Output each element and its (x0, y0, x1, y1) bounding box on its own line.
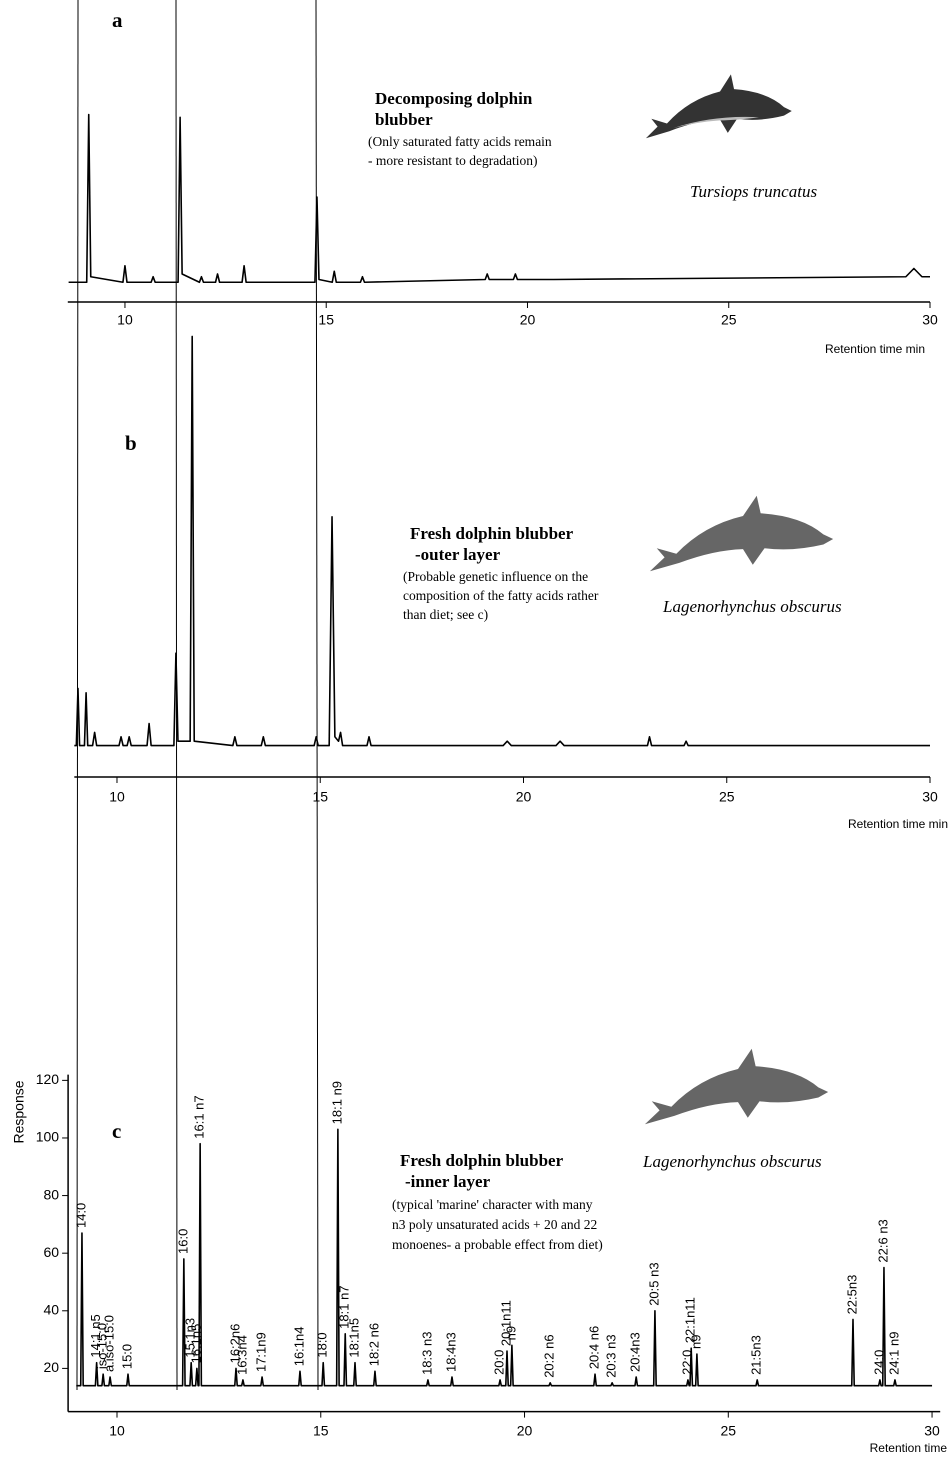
y-tick-label: 120 (36, 1071, 60, 1087)
peak-label: 17:1n9 (254, 1332, 269, 1372)
panel-note: - more resistant to degradation) (368, 153, 537, 168)
x-tick-label: 30 (922, 312, 938, 328)
panel-title: Fresh dolphin blubber (400, 1151, 564, 1170)
peak-label: 16:1 n7 (192, 1095, 207, 1138)
x-tick-label: 15 (312, 789, 328, 805)
peak-label: 14:0 (73, 1203, 88, 1228)
panel-label: a (112, 8, 123, 32)
x-tick-label: 10 (109, 1423, 125, 1439)
panel-note: (typical 'marine' character with many (392, 1197, 593, 1212)
x-tick-label: 10 (117, 312, 133, 328)
peak-label: 22:5n3 (844, 1275, 859, 1315)
peak-label: 20:0 (492, 1350, 507, 1375)
x-tick-label: 20 (520, 312, 536, 328)
peak-label: 20:3 n3 (604, 1334, 619, 1377)
x-axis-label: Retention time min (848, 817, 948, 831)
y-tick-label: 60 (44, 1244, 60, 1260)
panel-note: (Probable genetic influence on the (403, 569, 588, 584)
peak-label: 16:3n4 (234, 1335, 249, 1375)
peak-label: 16:1n4 (291, 1327, 306, 1367)
panel-title: Fresh dolphin blubber (410, 524, 574, 543)
peak-label: 15:0 (119, 1344, 134, 1369)
peak-label: 22:0 (679, 1350, 694, 1375)
panel-note: monoenes- a probable effect from diet) (392, 1237, 603, 1252)
panel-title: blubber (375, 110, 433, 129)
panel-label: c (112, 1119, 121, 1143)
panel-note: n3 poly unsaturated acids + 20 and 22 (392, 1217, 597, 1232)
x-tick-label: 15 (318, 312, 334, 328)
y-tick-label: 100 (36, 1129, 60, 1145)
x-tick-label: 25 (721, 312, 737, 328)
x-tick-label: 10 (109, 789, 125, 805)
panel-label: b (125, 431, 137, 455)
x-axis-label: Retention time (870, 1441, 948, 1455)
peak-label: 18:4n3 (443, 1332, 458, 1372)
panel-title: -outer layer (415, 545, 501, 564)
panel-title: -inner layer (405, 1172, 491, 1191)
x-tick-label: 30 (924, 1423, 940, 1439)
x-tick-label: 30 (922, 789, 938, 805)
figure: a Decomposing dolphin blubber (Only satu… (0, 0, 949, 1458)
y-axis-label: Response (11, 1080, 27, 1143)
peak-label: 18:1 n9 (329, 1081, 344, 1124)
x-axis-label: Retention time min (825, 342, 925, 356)
peak-label: 18:3 n3 (419, 1332, 434, 1375)
x-tick-label: 20 (517, 1423, 533, 1439)
peak-label: a.iso-15:0 (102, 1315, 117, 1372)
peak-label: 20:4 n6 (586, 1326, 601, 1369)
species: Tursiops truncatus (690, 182, 817, 201)
peak-label: 24:0 (871, 1350, 886, 1375)
y-tick-label: 80 (44, 1186, 60, 1202)
y-tick-label: 40 (44, 1301, 60, 1317)
x-tick-label: 25 (720, 1423, 736, 1439)
peak-label: 20:4n3 (628, 1332, 643, 1372)
peak-label: 24:1 n9 (886, 1332, 901, 1375)
y-tick-label: 20 (44, 1359, 60, 1375)
peak-label: 16:1n5 (188, 1324, 203, 1364)
species: Lagenorhynchus obscurus (642, 1152, 822, 1171)
peak-label: 18:2 n6 (366, 1323, 381, 1366)
peak-label: 18:1n5 (346, 1318, 361, 1358)
species: Lagenorhynchus obscurus (662, 597, 842, 616)
x-tick-label: 20 (516, 789, 532, 805)
x-tick-label: 15 (313, 1423, 329, 1439)
x-tick-label: 25 (719, 789, 735, 805)
peak-label: 22:6 n3 (875, 1219, 890, 1262)
peak-label: 18:0 (315, 1332, 330, 1357)
peak-label: n9 (503, 1326, 518, 1340)
peak-label: 20:2 n6 (542, 1334, 557, 1377)
peak-label: 20:5 n3 (646, 1262, 661, 1305)
peak-label: 16:0 (175, 1229, 190, 1254)
peak-label: 21:5n3 (749, 1335, 764, 1375)
panel-title: Decomposing dolphin (375, 89, 533, 108)
panel-note: composition of the fatty acids rather (403, 588, 599, 603)
panel-note: (Only saturated fatty acids remain (368, 134, 552, 149)
peak-label: n9 (688, 1335, 703, 1349)
panel-note: than diet; see c) (403, 607, 488, 622)
